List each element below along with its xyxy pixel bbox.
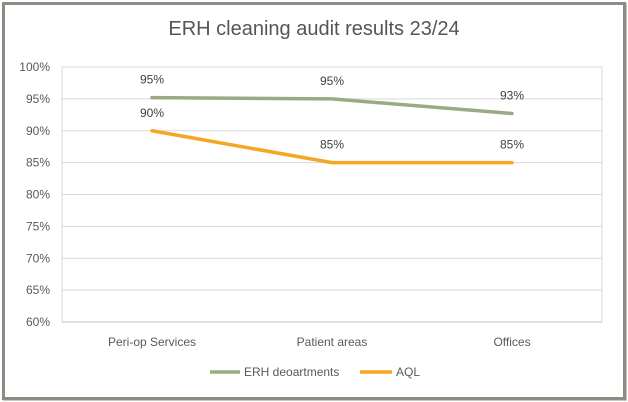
- x-tick-label: Peri-op Services: [108, 335, 196, 349]
- y-tick-label: 95%: [26, 92, 50, 106]
- y-tick-label: 85%: [26, 156, 50, 170]
- data-label: 95%: [320, 74, 344, 88]
- y-tick-label: 70%: [26, 251, 50, 265]
- legend-label: AQL: [396, 365, 420, 379]
- chart-title: ERH cleaning audit results 23/24: [168, 18, 460, 40]
- y-tick-label: 80%: [26, 188, 50, 202]
- x-tick-label: Offices: [493, 335, 530, 349]
- legend-label: ERH deoartments: [244, 365, 339, 379]
- data-label: 93%: [500, 89, 524, 103]
- x-tick-label: Patient areas: [297, 335, 368, 349]
- y-tick-label: 75%: [26, 219, 50, 233]
- data-label: 95%: [140, 73, 164, 87]
- series-line-1: [150, 95, 514, 116]
- y-tick-label: 65%: [26, 283, 50, 297]
- data-label: 85%: [320, 138, 344, 152]
- data-label: 90%: [140, 106, 164, 120]
- y-tick-label: 60%: [26, 315, 50, 329]
- y-tick-label: 90%: [26, 124, 50, 138]
- data-label: 85%: [500, 138, 524, 152]
- y-tick-label: 100%: [19, 60, 50, 74]
